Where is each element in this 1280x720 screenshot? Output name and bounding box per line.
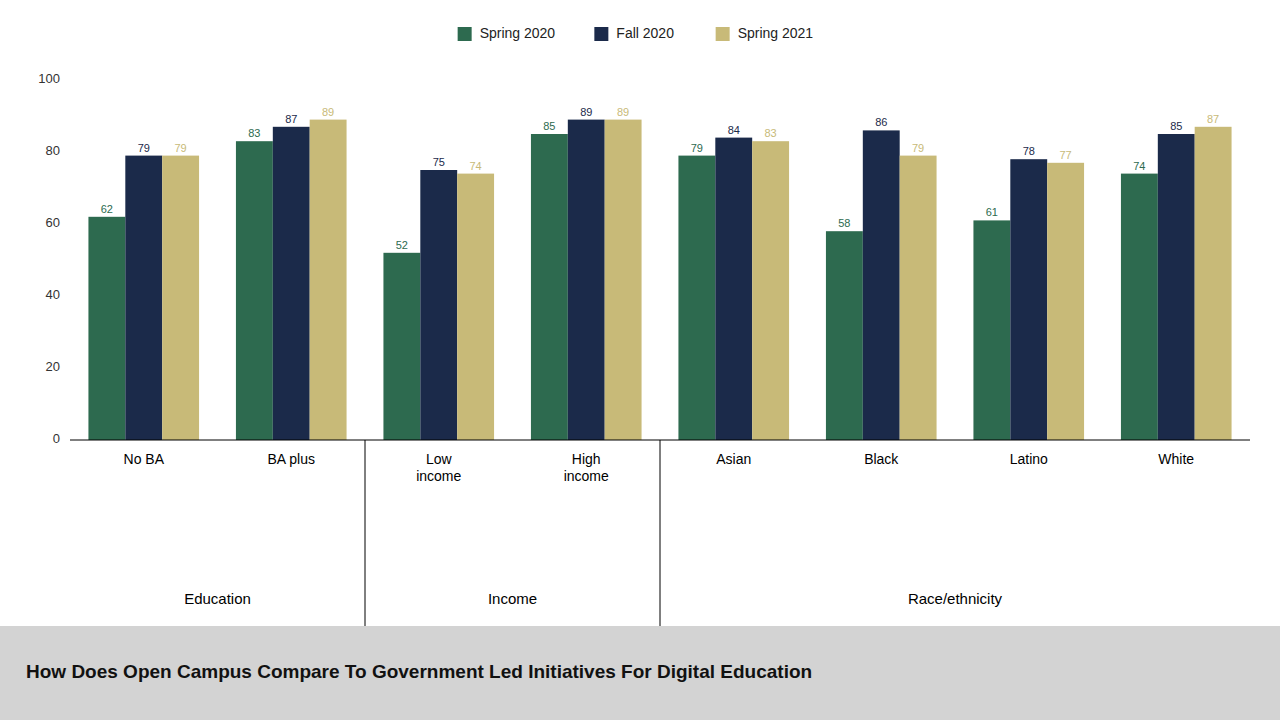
category-label: No BA xyxy=(124,451,165,467)
data-label: 87 xyxy=(285,113,297,125)
group-separator xyxy=(365,440,366,626)
category-label-line: High xyxy=(572,451,601,467)
bar xyxy=(1047,163,1084,440)
legend-swatch xyxy=(458,27,472,41)
legend: Spring 2020 Fall 2020 Spring 2021 xyxy=(458,25,814,41)
data-label: 77 xyxy=(1060,149,1072,161)
y-tick-label: 80 xyxy=(46,143,60,158)
data-label: 52 xyxy=(396,239,408,251)
category-label: Asian xyxy=(716,451,751,467)
y-tick-label: 60 xyxy=(46,215,60,230)
bar xyxy=(715,138,752,440)
category-label-line: Low xyxy=(426,451,453,467)
category-label-line: BA plus xyxy=(268,451,315,467)
bar xyxy=(568,120,605,440)
data-label: 86 xyxy=(875,116,887,128)
group-separator xyxy=(660,440,661,626)
data-label: 89 xyxy=(580,106,592,118)
group-label: Race/ethnicity xyxy=(908,590,1003,607)
data-label: 74 xyxy=(470,160,482,172)
data-labels: 62 83 52 85 79 58 61 74 79 87 75 89 84 86 78 85 79 89 74 89… xyxy=(101,106,1220,251)
bar xyxy=(605,120,642,440)
y-tick-label: 40 xyxy=(46,287,60,302)
title: How Does Open Campus Compare To Governme… xyxy=(26,661,812,682)
data-label: 83 xyxy=(765,127,777,139)
category-label-line: Asian xyxy=(716,451,751,467)
bar xyxy=(752,141,789,440)
category-label-line: White xyxy=(1158,451,1194,467)
y-tick-label: 20 xyxy=(46,359,60,374)
category-label: White xyxy=(1158,451,1194,467)
bar xyxy=(125,156,162,440)
bar xyxy=(273,127,310,440)
bar xyxy=(531,134,568,440)
footer xyxy=(0,626,1280,720)
category-label: Black xyxy=(864,451,899,467)
bar xyxy=(826,231,863,440)
bar xyxy=(863,130,900,440)
data-label: 58 xyxy=(838,217,850,229)
data-label: 85 xyxy=(543,120,555,132)
legend-label: Spring 2021 xyxy=(738,25,814,41)
data-label: 79 xyxy=(912,142,924,154)
category-label-line: income xyxy=(416,468,461,484)
group-label: Income xyxy=(488,590,537,607)
bar xyxy=(457,174,494,440)
data-label: 79 xyxy=(138,142,150,154)
category-label-line: income xyxy=(564,468,609,484)
data-label: 61 xyxy=(986,206,998,218)
bar xyxy=(420,170,457,440)
group-label: Education xyxy=(184,590,251,607)
background xyxy=(0,0,1280,720)
bar xyxy=(236,141,273,440)
bar xyxy=(383,253,420,440)
chart-root: 0 20 40 60 80 100 62 83 52 85 79 58 61 74 79 87 75 89 84 86… xyxy=(0,0,1280,720)
category-label: Latino xyxy=(1010,451,1048,467)
legend-swatch xyxy=(594,27,608,41)
bar xyxy=(900,156,937,440)
y-tick-label: 0 xyxy=(53,431,60,446)
data-label: 74 xyxy=(1133,160,1145,172)
data-label: 89 xyxy=(617,106,629,118)
bar xyxy=(162,156,199,440)
data-label: 79 xyxy=(691,142,703,154)
category-label-line: No BA xyxy=(124,451,165,467)
category-label-line: Black xyxy=(864,451,899,467)
data-label: 75 xyxy=(433,156,445,168)
data-label: 78 xyxy=(1023,145,1035,157)
category-label: Lowincome xyxy=(416,451,461,484)
legend-label: Spring 2020 xyxy=(480,25,556,41)
data-label: 62 xyxy=(101,203,113,215)
data-label: 89 xyxy=(322,106,334,118)
bars xyxy=(88,120,1231,440)
category-label: Highincome xyxy=(564,451,609,484)
data-label: 87 xyxy=(1207,113,1219,125)
bar xyxy=(88,217,125,440)
y-tick-label: 100 xyxy=(38,71,60,86)
category-label: BA plus xyxy=(268,451,315,467)
bar xyxy=(1195,127,1232,440)
bar xyxy=(1121,174,1158,440)
data-label: 85 xyxy=(1170,120,1182,132)
data-label: 84 xyxy=(728,124,740,136)
category-label-line: Latino xyxy=(1010,451,1048,467)
data-label: 83 xyxy=(248,127,260,139)
chart-svg: 0 20 40 60 80 100 62 83 52 85 79 58 61 74 79 87 75 89 84 86… xyxy=(0,0,1280,720)
legend-label: Fall 2020 xyxy=(616,25,674,41)
bar xyxy=(310,120,347,440)
bar xyxy=(678,156,715,440)
legend-swatch xyxy=(716,27,730,41)
bar xyxy=(973,220,1010,440)
bar xyxy=(1010,159,1047,440)
data-label: 79 xyxy=(175,142,187,154)
bar xyxy=(1158,134,1195,440)
